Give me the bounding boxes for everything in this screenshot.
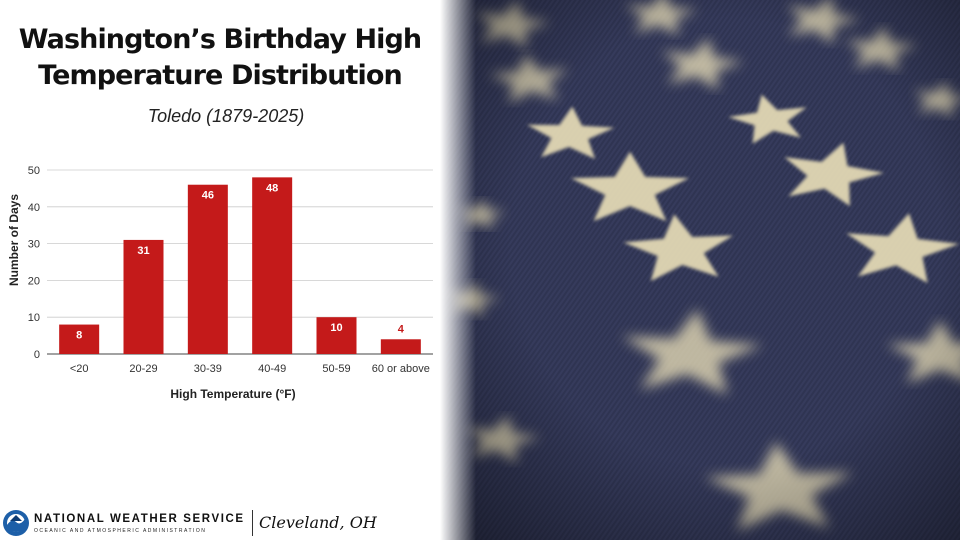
bar: [187, 184, 228, 354]
y-tick-label: 50: [28, 165, 40, 177]
x-tick-labels: <20 20-29 30-39 40-49 50-59 60 or above: [70, 363, 430, 375]
y-tick-label: 30: [28, 239, 40, 251]
bar: [59, 324, 100, 354]
data-label: 10: [330, 322, 342, 334]
agency-subtitle: OCEANIC AND ATMOSPHERIC ADMINISTRATION: [34, 528, 207, 534]
x-tick-label: 50-59: [322, 363, 350, 375]
x-tick-label: 40-49: [258, 363, 286, 375]
x-tick-label: 60 or above: [372, 363, 430, 375]
data-label: 48: [266, 182, 278, 194]
vignette: [440, 0, 960, 540]
data-label: 8: [76, 330, 82, 342]
x-tick-label: 30-39: [194, 363, 222, 375]
y-axis-label: Number of Days: [7, 194, 21, 286]
bars: [59, 177, 421, 354]
bar: [316, 317, 357, 354]
y-tick-label: 0: [34, 349, 40, 361]
page-subtitle: Toledo (1879-2025): [147, 106, 305, 126]
bar-chart: 0 10 20 30 40 50 <20 20-29 30-39 40-49 50-59 60 or…: [7, 165, 433, 401]
left-panel: Washington’s Birthday High Temperature D…: [0, 0, 448, 540]
y-tick-label: 40: [28, 202, 40, 214]
agency-name: NATIONAL WEATHER SERVICE: [34, 513, 245, 525]
flag-stars-photo: [440, 0, 960, 540]
x-tick-label: 20-29: [129, 363, 157, 375]
data-label: 46: [202, 190, 214, 202]
bar: [252, 177, 293, 354]
data-label: 31: [137, 245, 149, 257]
office-name: Cleveland, OH: [259, 513, 377, 532]
y-tick-labels: 0 10 20 30 40 50: [28, 165, 40, 361]
footer: NATIONAL WEATHER SERVICE OCEANIC AND ATM…: [0, 506, 448, 540]
y-tick-label: 10: [28, 312, 40, 324]
y-tick-label: 20: [28, 275, 40, 287]
footer-divider: [252, 510, 253, 536]
noaa-logo-icon: [3, 510, 29, 536]
gridlines: [47, 169, 433, 355]
title-line-2: Temperature Distribution: [38, 60, 403, 91]
bar: [123, 239, 164, 354]
title-line-1: Washington’s Birthday High: [18, 24, 422, 55]
page-title: Washington’s Birthday High Temperature D…: [0, 22, 440, 94]
data-labels: 8 31 46 48 10 4: [76, 182, 405, 341]
bar: [380, 339, 421, 354]
x-axis-label: High Temperature (°F): [170, 387, 295, 401]
edge-fade: [440, 0, 476, 540]
data-label: 4: [398, 323, 405, 335]
x-tick-label: <20: [70, 363, 89, 375]
